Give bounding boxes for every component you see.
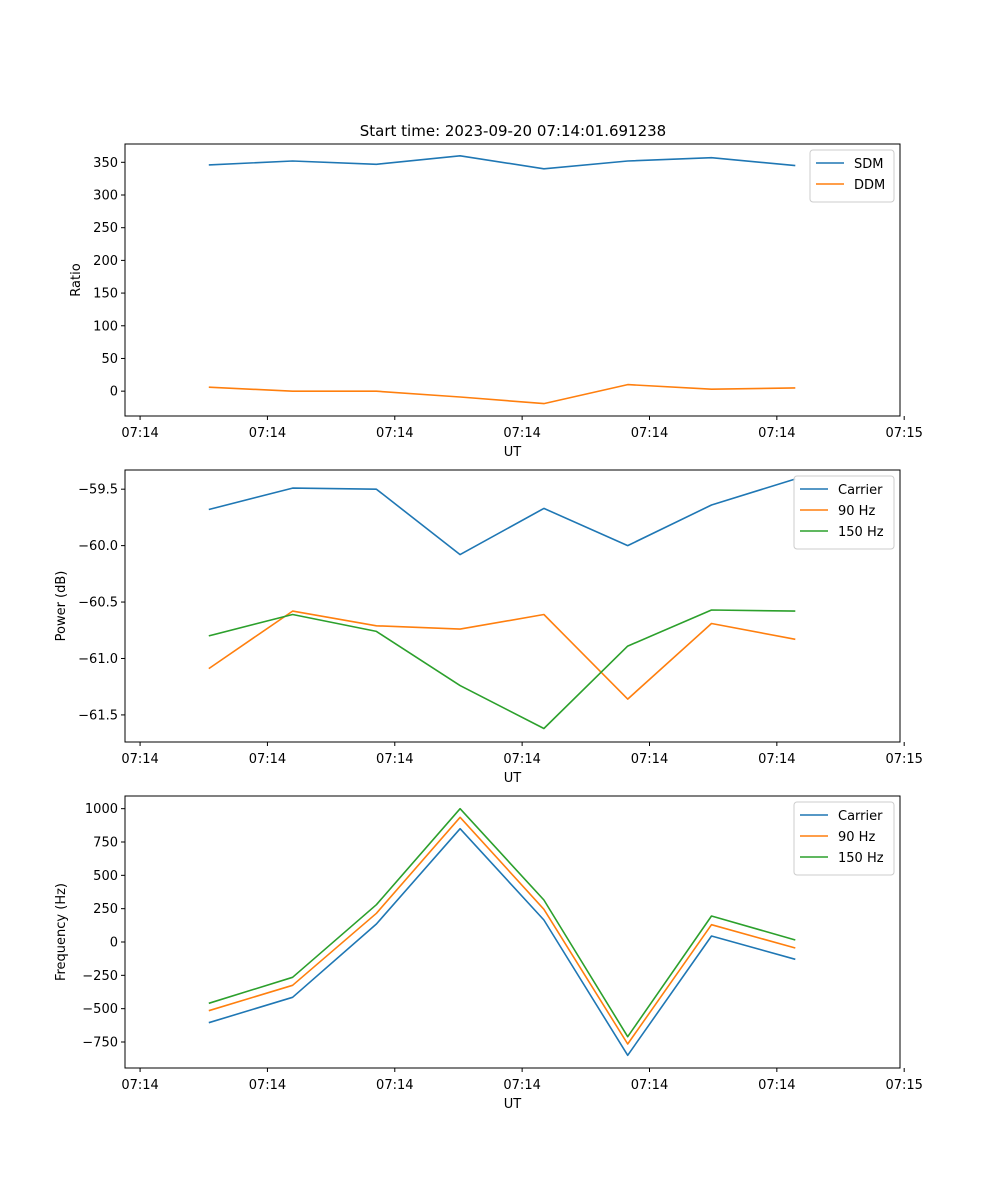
x-tick-label: 07:14 — [631, 752, 668, 767]
legend-label: 150 Hz — [838, 525, 884, 540]
x-tick-label: 07:14 — [503, 752, 540, 767]
y-tick-label: 350 — [93, 156, 118, 171]
y-tick-label: 150 — [93, 287, 118, 302]
y-tick-label: 300 — [93, 189, 118, 204]
y-tick-label: 250 — [93, 221, 118, 236]
y-tick-label: −500 — [82, 1002, 118, 1017]
x-tick-label: 07:14 — [758, 1078, 795, 1093]
x-tick-label: 07:14 — [503, 1078, 540, 1093]
x-tick-label: 07:14 — [631, 426, 668, 441]
legend-label: 90 Hz — [838, 504, 875, 519]
y-tick-label: 50 — [101, 352, 118, 367]
series-line-150-hz — [208, 609, 796, 730]
y-tick-label: −61.0 — [78, 652, 118, 667]
y-tick-label: 1000 — [85, 802, 118, 817]
y-tick-label: 0 — [110, 936, 118, 951]
legend-label: 150 Hz — [838, 851, 884, 866]
x-tick-label: 07:14 — [503, 426, 540, 441]
y-tick-label: 100 — [93, 319, 118, 334]
x-tick-label: 07:14 — [249, 426, 286, 441]
x-axis-label: UT — [504, 1097, 522, 1112]
x-tick-label: 07:14 — [376, 426, 413, 441]
x-tick-label: 07:14 — [631, 1078, 668, 1093]
series-line-carrier — [208, 478, 796, 556]
x-tick-label: 07:15 — [885, 1078, 922, 1093]
y-axis-label: Power (dB) — [54, 571, 69, 642]
legend: Carrier 90 Hz 150 Hz — [793, 801, 895, 876]
y-tick-label: −250 — [82, 969, 118, 984]
series-line-90-hz — [208, 610, 796, 700]
y-tick-label: 500 — [93, 869, 118, 884]
y-axis-label: Frequency (Hz) — [54, 883, 69, 981]
legend-label: Carrier — [838, 809, 883, 824]
x-tick-label: 07:14 — [121, 752, 158, 767]
x-tick-label: 07:14 — [121, 426, 158, 441]
axes-frame — [124, 469, 901, 743]
y-tick-label: −750 — [82, 1036, 118, 1051]
x-tick-label: 07:15 — [885, 426, 922, 441]
y-tick-label: 0 — [110, 385, 118, 400]
y-tick-label: −59.5 — [78, 483, 118, 498]
x-tick-label: 07:14 — [121, 1078, 158, 1093]
legend: Carrier 90 Hz 150 Hz — [793, 475, 895, 550]
x-tick-label: 07:14 — [249, 1078, 286, 1093]
chart-panel-2: −61.5 −61.0 −60.5 −60.0 −59.5 07:14 07:14 07:14… — [54, 469, 923, 786]
legend-label: DDM — [854, 178, 885, 193]
axes-frame — [124, 143, 901, 417]
y-tick-label: −60.5 — [78, 596, 118, 611]
y-tick-label: −60.0 — [78, 539, 118, 554]
legend: SDM DDM — [809, 149, 895, 203]
y-tick-label: −61.5 — [78, 708, 118, 723]
legend-label: Carrier — [838, 483, 883, 498]
x-tick-label: 07:15 — [885, 752, 922, 767]
x-tick-label: 07:14 — [758, 752, 795, 767]
x-tick-label: 07:14 — [249, 752, 286, 767]
y-tick-label: 200 — [93, 254, 118, 269]
x-tick-label: 07:14 — [758, 426, 795, 441]
series-line-150-hz — [208, 807, 796, 1038]
x-tick-label: 07:14 — [376, 1078, 413, 1093]
series-line-sdm — [208, 155, 796, 170]
series-line-90-hz — [208, 816, 796, 1045]
y-tick-label: 250 — [93, 902, 118, 917]
series-line-carrier — [208, 827, 796, 1057]
series-line-ddm — [208, 383, 796, 405]
x-tick-label: 07:14 — [376, 752, 413, 767]
chart-panel-1: 0 50 100 150 200 250 300 350 07:14 07:14 07:14 07:1… — [69, 143, 923, 460]
x-axis-label: UT — [504, 445, 522, 460]
axes-frame — [124, 795, 901, 1069]
figure-title: Start time: 2023-09-20 07:14:01.691238 — [360, 122, 666, 140]
legend-label: 90 Hz — [838, 830, 875, 845]
legend-label: SDM — [854, 157, 883, 172]
chart-panel-3: −750 −500 −250 0 250 500 750 1000 07:14 07:14 07:1… — [54, 795, 923, 1112]
y-axis-label: Ratio — [69, 263, 84, 296]
y-tick-label: 750 — [93, 836, 118, 851]
x-axis-label: UT — [504, 771, 522, 786]
